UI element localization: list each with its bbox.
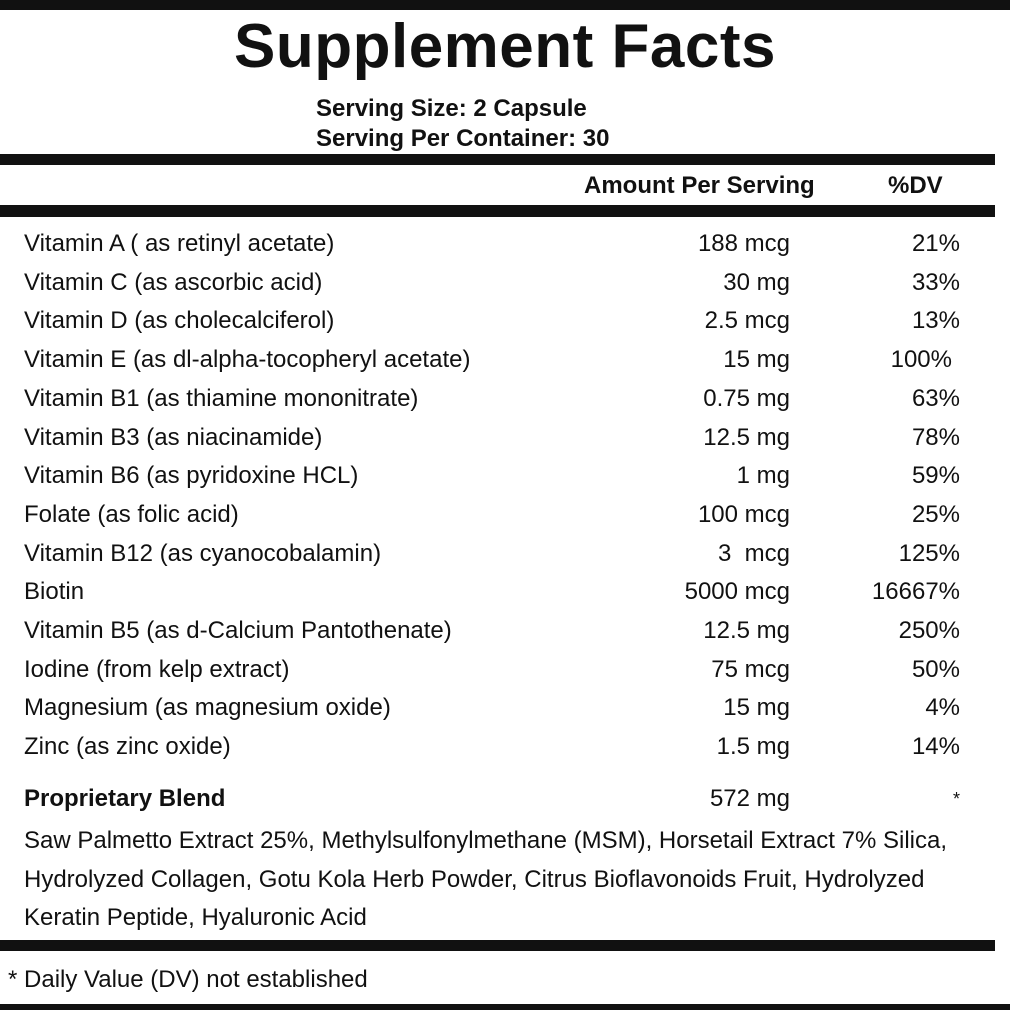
nutrient-dv: 13%	[911, 307, 960, 335]
blend-dv-asterisk: *	[952, 789, 960, 809]
nutrient-dv: 100%	[890, 346, 952, 374]
nutrient-dv: 63%	[911, 384, 960, 412]
nutrient-name: Biotin	[24, 578, 85, 606]
nutrient-dv: 33%	[911, 268, 960, 296]
nutrient-amount: 1.5 mg	[716, 733, 790, 761]
serving-size: Serving Size: 2 Capsule	[316, 95, 587, 122]
nutrient-row: Biotin 5000 mcg 16667%	[0, 578, 1010, 616]
amount-column-header: Amount Per Serving	[584, 172, 815, 199]
bottom-border	[0, 1004, 1010, 1010]
nutrient-name: Vitamin B12 (as cyanocobalamin)	[24, 539, 382, 567]
blend-name: Proprietary Blend	[24, 785, 226, 812]
nutrient-row: Vitamin A ( as retinyl acetate) 188 mcg …	[0, 230, 1010, 268]
nutrient-amount: 0.75 mg	[703, 384, 790, 412]
nutrient-name: Vitamin C (as ascorbic acid)	[24, 268, 323, 296]
nutrient-amount: 1 mg	[736, 462, 790, 490]
nutrient-dv: 16667%	[871, 578, 960, 606]
nutrient-row: Zinc (as zinc oxide) 1.5 mg 14%	[0, 733, 1010, 771]
nutrient-row: Vitamin B3 (as niacinamide) 12.5 mg 78%	[0, 424, 1010, 462]
nutrient-amount: 15 mg	[723, 694, 790, 722]
nutrient-amount: 2.5 mcg	[704, 307, 790, 335]
servings-per-container: Serving Per Container: 30	[316, 125, 610, 152]
nutrient-name: Zinc (as zinc oxide)	[24, 733, 231, 761]
panel-title: Supplement Facts	[234, 12, 776, 81]
thick-divider	[0, 940, 995, 951]
nutrient-dv: 4%	[925, 694, 960, 722]
nutrient-name: Vitamin B5 (as d-Calcium Pantothenate)	[24, 617, 452, 644]
nutrient-row: Folate (as folic acid) 100 mcg 25%	[0, 501, 1010, 539]
nutrient-row: Vitamin C (as ascorbic acid) 30 mg 33%	[0, 269, 1010, 307]
nutrient-dv: 59%	[911, 462, 960, 490]
nutrient-name: Folate (as folic acid)	[24, 500, 239, 528]
dv-column-header: %DV	[888, 172, 943, 199]
nutrient-row: Iodine (from kelp extract) 75 mcg 50%	[0, 656, 1010, 694]
nutrient-amount: 100 mcg	[697, 500, 790, 528]
blend-amount: 572 mg	[709, 785, 790, 812]
nutrient-dv: 50%	[911, 655, 960, 683]
nutrient-row: Vitamin B5 (as d-Calcium Pantothenate) 1…	[0, 617, 1010, 655]
nutrient-amount: 5000 mcg	[684, 578, 790, 606]
nutrient-name: Iodine (from kelp extract)	[24, 655, 290, 683]
nutrient-amount: 15 mg	[723, 346, 790, 374]
nutrient-amount: 12.5 mg	[703, 423, 790, 451]
nutrient-amount: 188 mcg	[697, 230, 790, 257]
nutrient-name: Vitamin D (as cholecalciferol)	[24, 307, 335, 335]
thick-divider	[0, 205, 995, 217]
nutrient-amount: 30 mg	[723, 268, 790, 296]
nutrient-amount: 75 mcg	[711, 655, 790, 683]
nutrient-name: Vitamin B3 (as niacinamide)	[24, 423, 323, 451]
nutrient-amount: 3 mcg	[717, 539, 790, 567]
nutrient-row: Vitamin B12 (as cyanocobalamin) 3 mcg 12…	[0, 540, 1010, 578]
nutrient-row: Vitamin B6 (as pyridoxine HCL) 1 mg 59%	[0, 462, 1010, 500]
nutrient-dv: 78%	[911, 423, 960, 451]
nutrient-row: Vitamin E (as dl-alpha-tocopheryl acetat…	[0, 346, 1010, 384]
nutrient-dv: 14%	[911, 733, 960, 761]
proprietary-blend-row: Proprietary Blend 572 mg *	[0, 785, 1010, 815]
footnote: * Daily Value (DV) not established	[8, 966, 368, 993]
nutrient-dv: 21%	[911, 230, 960, 257]
thick-divider	[0, 154, 995, 165]
nutrient-name: Vitamin E (as dl-alpha-tocopheryl acetat…	[24, 346, 471, 374]
nutrient-row: Vitamin B1 (as thiamine mononitrate) 0.7…	[0, 385, 1010, 423]
nutrient-row: Magnesium (as magnesium oxide) 15 mg 4%	[0, 694, 1010, 732]
nutrient-amount: 12.5 mg	[703, 617, 790, 644]
nutrient-dv: 250%	[898, 617, 960, 644]
nutrient-name: Magnesium (as magnesium oxide)	[24, 694, 391, 722]
blend-ingredients: Saw Palmetto Extract 25%, Methylsulfonyl…	[24, 827, 947, 931]
nutrient-row: Vitamin D (as cholecalciferol) 2.5 mcg 1…	[0, 307, 1010, 345]
nutrient-dv: 125%	[898, 539, 960, 567]
top-border	[0, 0, 1010, 10]
nutrient-dv: 25%	[911, 500, 960, 528]
nutrient-name: Vitamin B6 (as pyridoxine HCL)	[24, 462, 359, 490]
nutrient-name: Vitamin A ( as retinyl acetate)	[24, 230, 335, 257]
nutrient-name: Vitamin B1 (as thiamine mononitrate)	[24, 384, 419, 412]
